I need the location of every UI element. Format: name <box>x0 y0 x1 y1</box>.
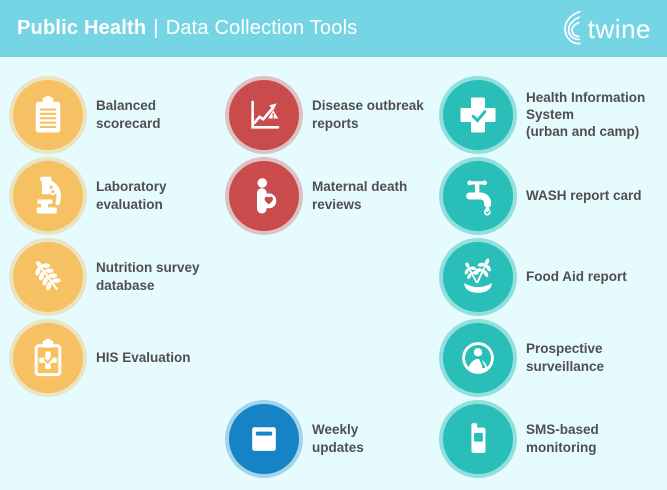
page-title-secondary: Data Collection Tools <box>165 17 358 39</box>
tools-grid: Balanced scorecard Laboratory evaluation <box>0 57 667 479</box>
medical-cross-check-icon <box>460 97 496 132</box>
tool-label: Maternal death reviews <box>312 179 408 212</box>
tool-wash-report-card: WASH report card <box>443 155 667 236</box>
clipboard-icon <box>35 95 61 132</box>
person-surveillance-icon <box>462 341 494 374</box>
tool-his-evaluation: HIS Evaluation <box>13 317 229 398</box>
tool-label: Balanced scorecard <box>96 98 161 131</box>
page-title-primary: Public Health <box>17 17 147 39</box>
tool-label: Nutrition survey database <box>96 260 200 293</box>
tool-label: Weekly updates <box>312 422 364 455</box>
tool-label: Food Aid report <box>526 268 627 284</box>
twine-logo: twine <box>559 10 651 46</box>
tool-food-aid-report: Food Aid report <box>443 236 667 317</box>
tool-label: Laboratory evaluation <box>96 179 167 212</box>
disease-outbreak-circle <box>229 79 299 150</box>
title-separator: | <box>153 17 159 39</box>
water-tap-icon <box>466 180 492 216</box>
tool-sms-based-monitoring: SMS-based monitoring <box>443 398 667 479</box>
tool-weekly-updates: Weekly updates <box>229 398 443 479</box>
twine-swirl-icon <box>563 10 581 45</box>
tool-health-information-system: Health Information System (urban and cam… <box>443 74 667 155</box>
tool-label: Prospective surveillance <box>526 341 605 374</box>
mobile-phone-icon <box>471 422 486 453</box>
tool-laboratory-evaluation: Laboratory evaluation <box>13 155 229 236</box>
tool-label: HIS Evaluation <box>96 349 191 365</box>
page-title: Public Health | Data Collection Tools <box>17 17 357 40</box>
wash-report-circle <box>443 160 513 231</box>
balanced-scorecard-circle <box>13 79 83 150</box>
tool-prospective-surveillance: Prospective surveillance <box>443 317 667 398</box>
tool-disease-outbreak-reports: Disease outbreak reports <box>229 74 443 155</box>
twine-logo-text: twine <box>587 13 651 44</box>
his-evaluation-circle <box>13 322 83 393</box>
tool-label: WASH report card <box>526 187 642 203</box>
health-information-circle <box>443 79 513 150</box>
tool-balanced-scorecard: Balanced scorecard <box>13 74 229 155</box>
medical-clipboard-icon <box>34 338 62 376</box>
weekly-updates-circle <box>229 403 299 474</box>
tool-nutrition-survey-database: Nutrition survey database <box>13 236 229 317</box>
nutrition-survey-circle <box>13 241 83 312</box>
food-aid-circle <box>443 241 513 312</box>
tool-label: Disease outbreak reports <box>312 98 424 131</box>
maternal-death-circle <box>229 160 299 231</box>
newspaper-icon <box>252 426 276 451</box>
tool-maternal-death-reviews: Maternal death reviews <box>229 155 443 236</box>
prospective-surveillance-circle <box>443 322 513 393</box>
laboratory-evaluation-circle <box>13 160 83 231</box>
wheat-icon <box>35 260 61 290</box>
outbreak-chart-icon <box>251 100 280 129</box>
pregnant-woman-icon <box>257 177 277 213</box>
tool-label: SMS-based monitoring <box>526 422 599 455</box>
tool-label: Health Information System (urban and cam… <box>526 89 646 140</box>
sms-monitoring-circle <box>443 403 513 474</box>
microscope-icon <box>36 176 61 213</box>
header: Public Health | Data Collection Tools twin… <box>0 0 667 57</box>
wheat-bowl-icon <box>464 258 492 293</box>
